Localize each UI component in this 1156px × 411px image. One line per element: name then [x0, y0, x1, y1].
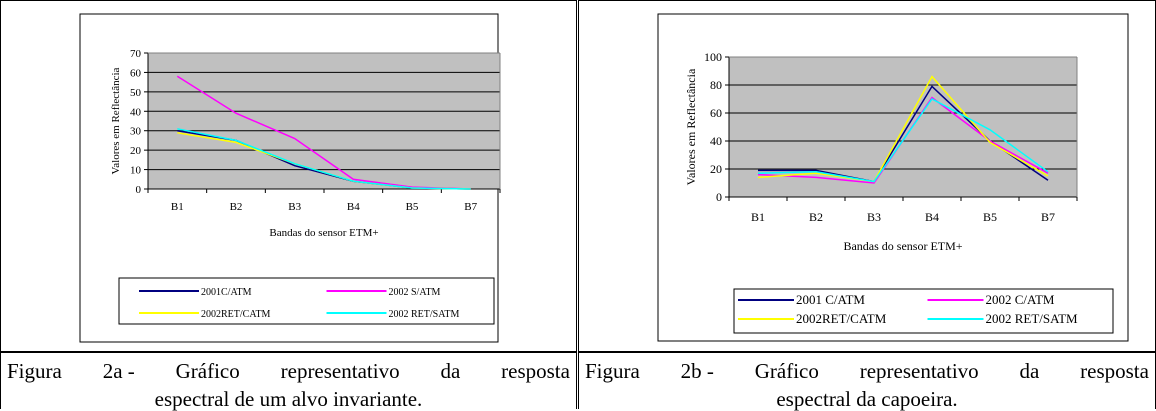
y-tick-label: 80 — [710, 78, 722, 92]
y-tick-label: 20 — [130, 145, 142, 157]
plot-background — [729, 57, 1077, 197]
x-tick-label: B1 — [751, 210, 765, 224]
x-tick-label: B2 — [230, 201, 243, 213]
caption-word: Gráfico — [754, 359, 819, 383]
caption-word: 2b - — [680, 359, 714, 383]
y-tick-label: 70 — [130, 48, 142, 60]
x-tick-label: B7 — [464, 201, 477, 213]
y-tick-label: 100 — [704, 50, 722, 64]
caption-line-2: espectral da capoeira. — [776, 387, 958, 411]
series-line-4 — [177, 128, 471, 190]
caption-word: 2a - — [102, 359, 135, 383]
chart-panel-a: 0 10 20 30 40 50 60 70 B1 B2 B3 B4 B5 B7 Bandas do sen… — [0, 0, 577, 352]
y-tick-label: 40 — [710, 134, 722, 148]
legend-box — [733, 288, 1114, 334]
y-tick-label: 10 — [130, 165, 142, 177]
x-tick-label: B5 — [983, 210, 997, 224]
caption-word: da — [1019, 359, 1040, 383]
y-tick-label: 40 — [130, 106, 142, 118]
chart-b: 0 20 40 60 80 100 B1 B2 B3 B4 B5 B7 Bandas do sensor… — [657, 13, 1129, 342]
figure-caption-b: Figura 2b - Gráfico representativo da re… — [578, 352, 1156, 411]
caption-word: Figura — [7, 359, 62, 383]
y-tick-label: 0 — [716, 190, 722, 204]
y-tick-label: 20 — [710, 162, 722, 176]
legend-label: 2002 RET/SATM — [389, 309, 460, 320]
plot-background — [148, 53, 500, 189]
y-tick-label: 60 — [130, 67, 142, 79]
y-tick-label: 60 — [710, 106, 722, 120]
series-line-3 — [757, 75, 1049, 183]
figure-caption-a: Figura 2a - Gráfico representativo da re… — [0, 352, 577, 411]
caption-word: da — [440, 359, 461, 383]
x-tick-label: B3 — [288, 201, 301, 213]
legend-label: 2002RET/CATM — [796, 311, 887, 326]
y-tick-label: 30 — [130, 126, 142, 138]
caption-word: representativo — [280, 359, 400, 383]
chart-panel-b: 0 20 40 60 80 100 B1 B2 B3 B4 B5 B7 Bandas do sensor… — [578, 0, 1156, 352]
legend-label: 2001 C/ATM — [796, 292, 865, 307]
series-line-4 — [757, 98, 1049, 183]
x-tick-label: B2 — [809, 210, 823, 224]
y-tick-label: 50 — [130, 87, 142, 99]
x-tick-label: B1 — [171, 201, 184, 213]
caption-line-2: espectral de um alvo invariante. — [154, 387, 423, 411]
legend-label: 2001C/ATM — [201, 287, 252, 298]
caption-word: Gráfico — [175, 359, 240, 383]
caption-word: resposta — [1080, 359, 1149, 383]
x-tick-label: B4 — [925, 210, 939, 224]
legend-label: 2002 S/ATM — [389, 287, 441, 298]
x-axis-title: Bandas do sensor ETM+ — [843, 239, 962, 253]
y-axis-title: Valores em Reflectância — [684, 68, 698, 185]
legend-label: 2002RET/CATM — [201, 309, 271, 320]
y-axis-title: Valores em Reflectância — [110, 67, 122, 174]
caption-word: Figura — [585, 359, 640, 383]
x-tick-label: B5 — [406, 201, 419, 213]
legend-label: 2002 RET/SATM — [986, 311, 1079, 326]
caption-word: resposta — [501, 359, 570, 383]
x-tick-label: B4 — [347, 201, 360, 213]
legend-box — [118, 277, 495, 325]
legend-label: 2002 C/ATM — [986, 292, 1055, 307]
chart-a: 0 10 20 30 40 50 60 70 B1 B2 B3 B4 B5 B7 Bandas do sen… — [79, 13, 501, 343]
x-axis-title: Bandas do sensor ETM+ — [269, 227, 378, 239]
x-tick-label: B3 — [867, 210, 881, 224]
x-tick-label: B7 — [1041, 210, 1055, 224]
caption-word: representativo — [859, 359, 979, 383]
y-tick-label: 0 — [136, 184, 142, 196]
